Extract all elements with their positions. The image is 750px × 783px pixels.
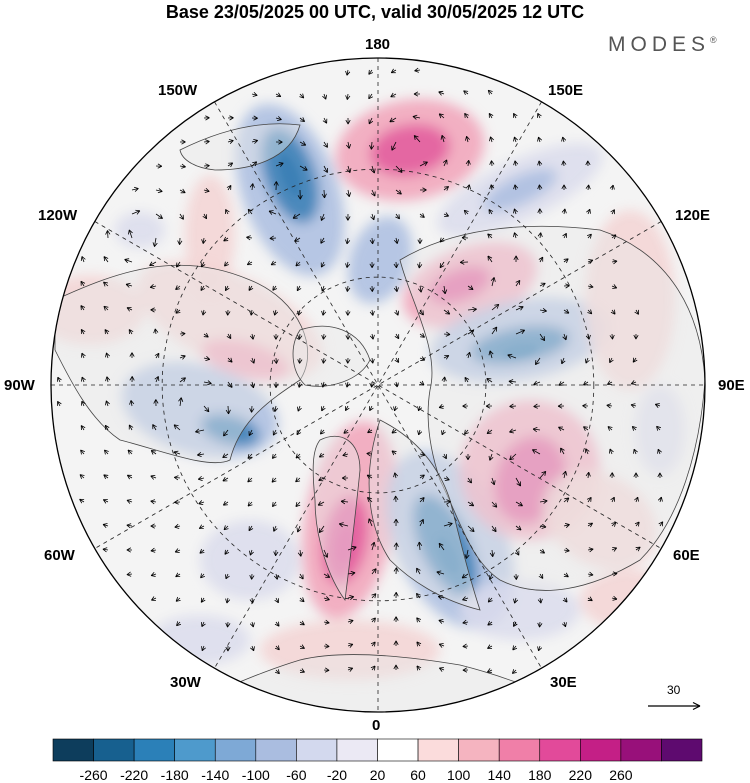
landmass-outlines	[54, 123, 705, 712]
colorbar-tick-label: 20	[369, 767, 386, 783]
colorbar-tick-label: -220	[120, 767, 149, 783]
colorbar-swatch	[458, 738, 500, 762]
colorbar-tick-label: 100	[446, 767, 471, 783]
map-border	[50, 57, 706, 713]
map-title: Base 23/05/2025 00 UTC, valid 30/05/2025…	[165, 2, 585, 22]
lon-label-60w: 60W	[44, 547, 75, 564]
lon-label-30e: 30E	[550, 674, 577, 691]
colorbar-swatch	[214, 738, 257, 762]
colorbar-tick-label: -140	[201, 767, 230, 783]
colorbar-swatch	[661, 738, 703, 762]
lon-label-120w: 120W	[38, 207, 78, 224]
wind-vectors	[57, 67, 664, 675]
lon-label-60e: 60E	[673, 547, 700, 564]
colorbar-swatch	[133, 738, 175, 762]
reference-vector-label: 30	[667, 683, 681, 697]
colorbar-tick-label: 140	[487, 767, 511, 783]
colorbar-swatch	[580, 738, 622, 762]
lon-label-150w: 150W	[158, 82, 198, 99]
colorbar-tick-label: -260	[79, 767, 108, 783]
anomaly-field	[51, 99, 685, 680]
colorbar-swatch	[255, 738, 297, 762]
lon-label-30w: 30W	[170, 674, 201, 691]
graticule	[51, 58, 705, 712]
colorbar-swatch	[539, 738, 581, 762]
colorbar-swatch	[377, 738, 419, 762]
colorbar-tick-label: -180	[160, 767, 189, 783]
reference-vector-arrow	[648, 701, 701, 711]
lon-label-180: 180	[365, 36, 391, 53]
colorbar-swatch	[620, 738, 662, 762]
lon-label-150e: 150E	[548, 82, 584, 99]
lon-label-90e: 90E	[718, 377, 745, 394]
lon-label-0: 0	[372, 717, 381, 734]
colorbar-tick-label: -20	[326, 767, 348, 783]
colorbar-swatch	[336, 738, 378, 762]
lon-label-90w: 90W	[4, 377, 35, 394]
colorbar-tick-label: -60	[286, 767, 307, 783]
colorbar-swatch	[296, 738, 338, 762]
colorbar-tick-label: 60	[410, 767, 426, 783]
lon-label-120e: 120E	[675, 207, 711, 224]
colorbar-tick-label: -100	[241, 767, 270, 783]
colorbar-swatch	[52, 738, 94, 762]
colorbar-tick-label: 180	[528, 767, 552, 783]
colorbar-tick-label: 260	[609, 767, 633, 783]
colorbar	[52, 738, 703, 762]
modes-logo: MODES®	[608, 33, 717, 56]
colorbar-swatch	[498, 738, 541, 762]
colorbar-swatch	[417, 738, 459, 762]
colorbar-swatch	[174, 738, 216, 762]
colorbar-swatch	[93, 738, 135, 762]
colorbar-tick-label: 220	[568, 767, 592, 783]
